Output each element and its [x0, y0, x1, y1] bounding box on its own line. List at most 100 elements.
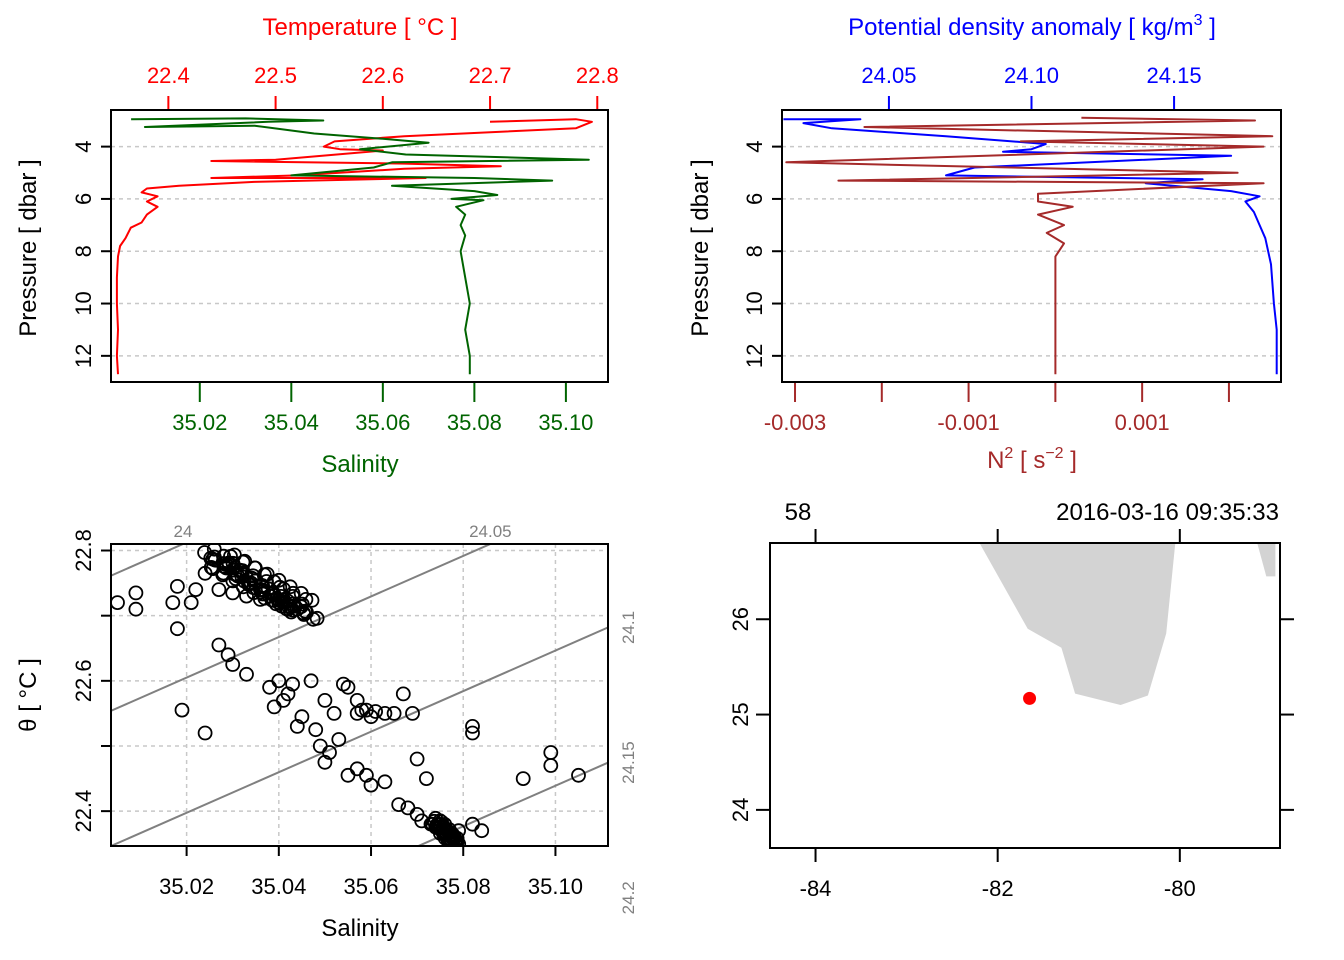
- data-point: [111, 595, 125, 610]
- bottom-axis-tick-label: -0.003: [764, 410, 826, 435]
- data-point: [395, 686, 411, 702]
- data-point: [183, 595, 199, 610]
- bottom-axis-title-mid: [ s: [1013, 447, 1045, 474]
- y-tick-label: 22.8: [71, 529, 96, 572]
- density-n2-profile-panel: Potential density anomaly [ kg/m3 ] N2 […: [687, 12, 1282, 474]
- land-polygon: [1257, 543, 1276, 577]
- y-tick-label: 6: [742, 193, 767, 205]
- isopycnal-label: 24.15: [619, 741, 638, 784]
- top-axis-title-end: ]: [1203, 14, 1216, 41]
- data-point: [363, 777, 379, 793]
- x-tick-label: 35.06: [343, 874, 398, 899]
- station-map-panel: 58 2016-03-16 09:35:33 -84 -82 -80 24 25 26: [728, 499, 1294, 901]
- series-line-temperature: [115, 118, 593, 375]
- data-point: [188, 582, 204, 597]
- data-point: [405, 706, 420, 721]
- station-marker: [1023, 691, 1037, 705]
- bottom-axis-tick-label: 35.08: [447, 410, 502, 435]
- isopycnal-label: 24.05: [469, 522, 512, 541]
- data-point: [271, 673, 287, 689]
- top-axis-tick-label: 24.10: [1004, 63, 1059, 88]
- isopycnal-line: [111, 626, 608, 846]
- data-point: [294, 709, 310, 725]
- ts-diagram-panel: Salinity θ [ °C ] 35.02 35.04 35.06 35.08 35…: [15, 522, 638, 942]
- data-point: [169, 579, 185, 594]
- data-point: [220, 647, 236, 663]
- data-point: [515, 771, 531, 786]
- data-point: [197, 725, 213, 741]
- data-point: [280, 686, 296, 702]
- data-point: [211, 637, 227, 653]
- data-point: [211, 582, 227, 597]
- top-axis-title-main: Potential density anomaly [ kg/m: [848, 14, 1194, 41]
- data-point: [206, 544, 222, 557]
- data-point: [298, 592, 314, 607]
- series-line-potential-density-anomaly: [783, 118, 1278, 375]
- data-point: [266, 699, 282, 715]
- x-axis-title: Salinity: [321, 915, 398, 942]
- data-point: [474, 823, 490, 839]
- data-point: [340, 767, 356, 783]
- longitude-tick-label: -84: [800, 876, 832, 901]
- y-tick-label: 12: [71, 344, 96, 368]
- data-point: [331, 732, 347, 747]
- bottom-axis-tick-label: 0.001: [1115, 410, 1170, 435]
- y-tick-label: 8: [71, 245, 96, 257]
- datetime-label: 2016-03-16 09:35:33: [1056, 499, 1279, 526]
- data-point: [128, 601, 144, 617]
- top-axis-tick-label: 22.5: [254, 63, 297, 88]
- y-tick-label: 10: [71, 291, 96, 315]
- data-point: [304, 592, 320, 608]
- data-point: [444, 834, 459, 846]
- bottom-axis-title-main: N: [987, 447, 1004, 474]
- data-point: [216, 558, 232, 574]
- temperature-salinity-profile-panel: Temperature [ °C ] Salinity Pressure [ d…: [15, 14, 619, 478]
- data-point: [262, 679, 278, 695]
- data-point: [289, 719, 305, 734]
- top-axis-tick-label: 24.05: [861, 63, 916, 88]
- data-point: [368, 704, 384, 719]
- bottom-axis-title-sup: 2: [1004, 445, 1013, 462]
- data-point: [264, 586, 280, 602]
- data-point: [317, 693, 333, 708]
- plot-frame: [781, 109, 1282, 383]
- x-tick-label: 35.02: [159, 874, 214, 899]
- data-point: [409, 751, 425, 767]
- data-point: [386, 706, 402, 721]
- top-axis-tick-label: 22.7: [469, 63, 512, 88]
- top-axis-tick-label: 24.15: [1147, 63, 1202, 88]
- longitude-tick-label: -80: [1164, 876, 1196, 901]
- data-point: [165, 595, 181, 610]
- isopycnal-line: [111, 544, 186, 577]
- y-tick-label: 8: [742, 245, 767, 257]
- bottom-axis-title: N2 [ s−2 ]: [987, 445, 1077, 474]
- isopycnal-label: 24: [174, 522, 193, 541]
- isopycnal-line: [415, 761, 608, 846]
- data-point: [239, 666, 254, 682]
- data-point: [543, 758, 559, 773]
- bottom-axis-tick-label: 35.10: [538, 410, 593, 435]
- bottom-axis-tick-label: 35.06: [355, 410, 410, 435]
- data-point: [174, 702, 190, 718]
- y-tick-label: 4: [71, 140, 96, 152]
- data-point: [128, 585, 144, 601]
- data-point: [418, 771, 434, 786]
- data-point: [465, 725, 480, 741]
- data-point: [326, 706, 342, 721]
- series-line-salinity: [131, 117, 590, 375]
- data-point: [349, 706, 365, 721]
- data-point: [225, 657, 241, 672]
- bottom-axis-title-sup2: −2: [1045, 445, 1063, 462]
- data-point: [449, 834, 465, 846]
- data-point: [169, 621, 185, 637]
- y-axis-title: Pressure [ dbar ]: [15, 159, 42, 336]
- bottom-axis-title-end: ]: [1064, 447, 1077, 474]
- top-axis-title: Potential density anomaly [ kg/m3 ]: [848, 12, 1216, 41]
- y-axis-title: θ [ °C ]: [15, 658, 42, 732]
- y-axis-title: Pressure [ dbar ]: [687, 159, 714, 336]
- bottom-axis-tick-label: 35.04: [264, 410, 319, 435]
- data-point: [340, 679, 356, 695]
- data-point: [363, 709, 379, 725]
- data-point: [465, 719, 480, 734]
